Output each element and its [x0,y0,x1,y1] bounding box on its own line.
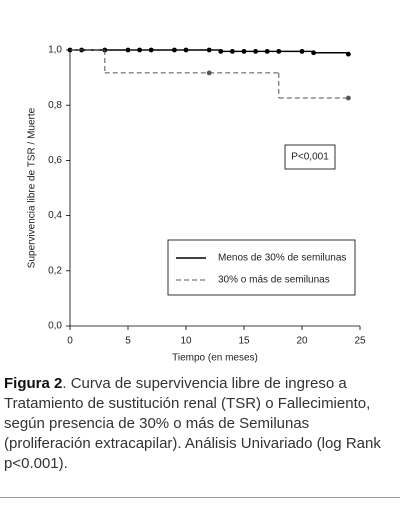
caption-label: Figura 2 [4,375,63,392]
y-tick-label: 0,6 [48,155,62,166]
y-tick-label: 0,0 [48,321,62,332]
censor-marker [148,47,154,53]
y-axis-label: Supervivencia libre de TSR / Muerte [27,107,38,268]
censor-marker [183,47,189,53]
y-tick-label: 0,2 [48,265,62,276]
censor-marker [137,47,143,53]
censor-marker [253,48,258,54]
x-tick-label: 15 [238,336,250,347]
legend-label: Menos de 30% de semilunas [218,253,346,264]
legend-box [167,239,356,296]
caption-text: . Curva de supervivencia libre de ingres… [4,375,381,472]
y-tick-label: 0,8 [48,100,62,111]
y-tick-label: 0,4 [48,210,62,221]
censor-marker [172,47,177,53]
y-tick-label: 1,0 [48,45,62,56]
censor-marker [346,51,351,57]
x-tick-label: 0 [67,336,73,347]
censor-marker [218,48,224,54]
chart: Tiempo (en meses) Supervivencia libre de… [27,45,366,364]
x-tick-label: 5 [125,336,131,347]
x-axis-label: Tiempo (en meses) [172,353,258,364]
annotation-box [284,144,336,170]
censor-marker [206,47,212,53]
censor-marker [311,50,316,56]
censor-marker [206,70,212,76]
separator [0,497,400,498]
x-tick-label: 25 [354,336,366,347]
caption: Figura 2. Curva de supervivencia libre d… [4,374,396,474]
censor-marker [241,48,247,54]
censor-marker [299,48,305,54]
censor-marker [125,47,131,53]
annotation: P<0,001 [291,152,329,163]
censor-marker [230,48,235,54]
censor-marker [276,48,282,54]
x-tick-label: 20 [296,336,308,347]
censor-marker [346,95,351,101]
x-tick-label: 10 [180,336,192,347]
legend-label: 30% o más de semilunas [218,275,330,286]
censor-marker [264,48,270,54]
